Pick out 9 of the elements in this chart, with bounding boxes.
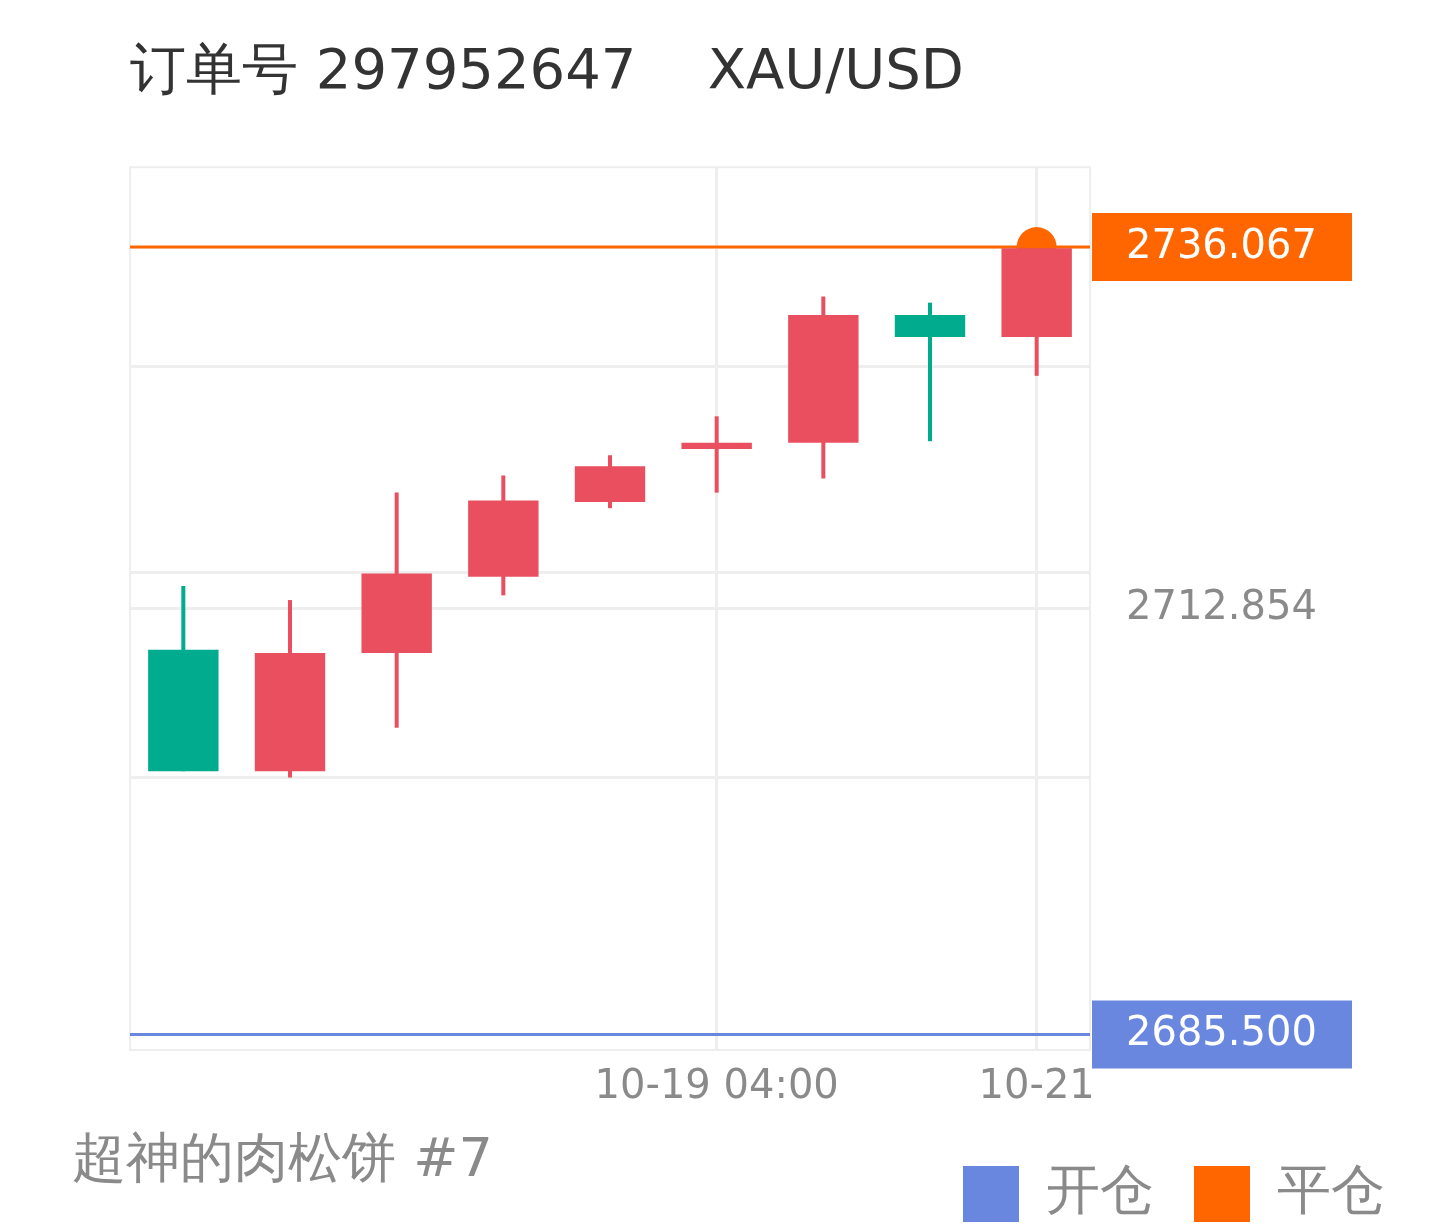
x-tick-label: 10-19 04:00 [594, 1061, 839, 1108]
y-tick-label: 2685.500 [1126, 1007, 1317, 1054]
legend-label: 平仓 [1277, 1158, 1385, 1222]
text: 超神的肉松饼 #7 [72, 1126, 493, 1190]
legend-label: 开仓 [1046, 1158, 1154, 1222]
y-tick-label: 2712.854 [1126, 581, 1317, 628]
chart-title: 订单号 297952647 XAU/USD [130, 36, 964, 102]
y-tick-label: 2736.067 [1126, 220, 1317, 267]
x-tick-label: 10-21 [978, 1061, 1095, 1108]
